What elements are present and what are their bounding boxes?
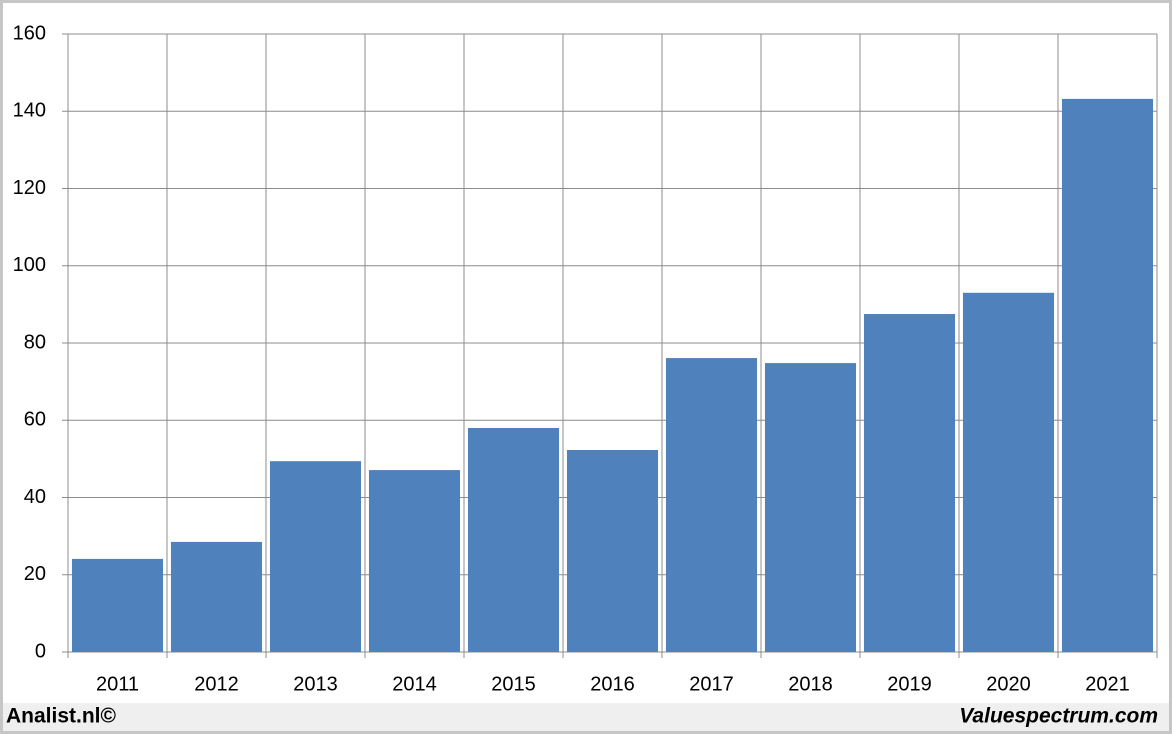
- x-tick-label: 2012: [194, 673, 239, 695]
- y-tick-label: 40: [24, 486, 46, 508]
- y-tick-label: 0: [35, 640, 46, 662]
- bar: [863, 314, 956, 652]
- x-tick-label: 2015: [491, 673, 536, 695]
- y-tick-label: 60: [24, 409, 46, 431]
- y-tick-label: 140: [13, 100, 46, 122]
- x-tick-label: 2011: [96, 673, 139, 695]
- bar: [665, 358, 758, 652]
- y-tick-label: 100: [13, 254, 46, 276]
- x-tick-label: 2014: [392, 673, 437, 695]
- bar: [368, 470, 461, 652]
- x-tick-label: 2020: [986, 673, 1031, 695]
- bar: [170, 541, 263, 652]
- footer-strip: [3, 703, 1169, 731]
- bar: [962, 292, 1055, 652]
- x-tick-label: 2019: [887, 673, 932, 695]
- bar: [269, 461, 362, 652]
- x-tick-label: 2017: [689, 673, 734, 695]
- bar: [566, 449, 659, 652]
- y-tick-label: 160: [13, 22, 46, 44]
- bar: [71, 558, 164, 652]
- footer-right: Valuespectrum.com: [959, 705, 1158, 728]
- y-tick-label: 20: [24, 563, 46, 585]
- y-tick-label: 80: [24, 331, 46, 353]
- footer-left: Analist.nl©: [6, 705, 117, 728]
- bar: [1061, 98, 1154, 652]
- y-tick-label: 120: [13, 177, 46, 199]
- x-tick-label: 2016: [590, 673, 635, 695]
- x-tick-label: 2013: [293, 673, 338, 695]
- x-tick-label: 2018: [788, 673, 833, 695]
- x-tick-label: 2021: [1085, 673, 1130, 695]
- bar: [467, 427, 560, 652]
- bar: [764, 363, 857, 652]
